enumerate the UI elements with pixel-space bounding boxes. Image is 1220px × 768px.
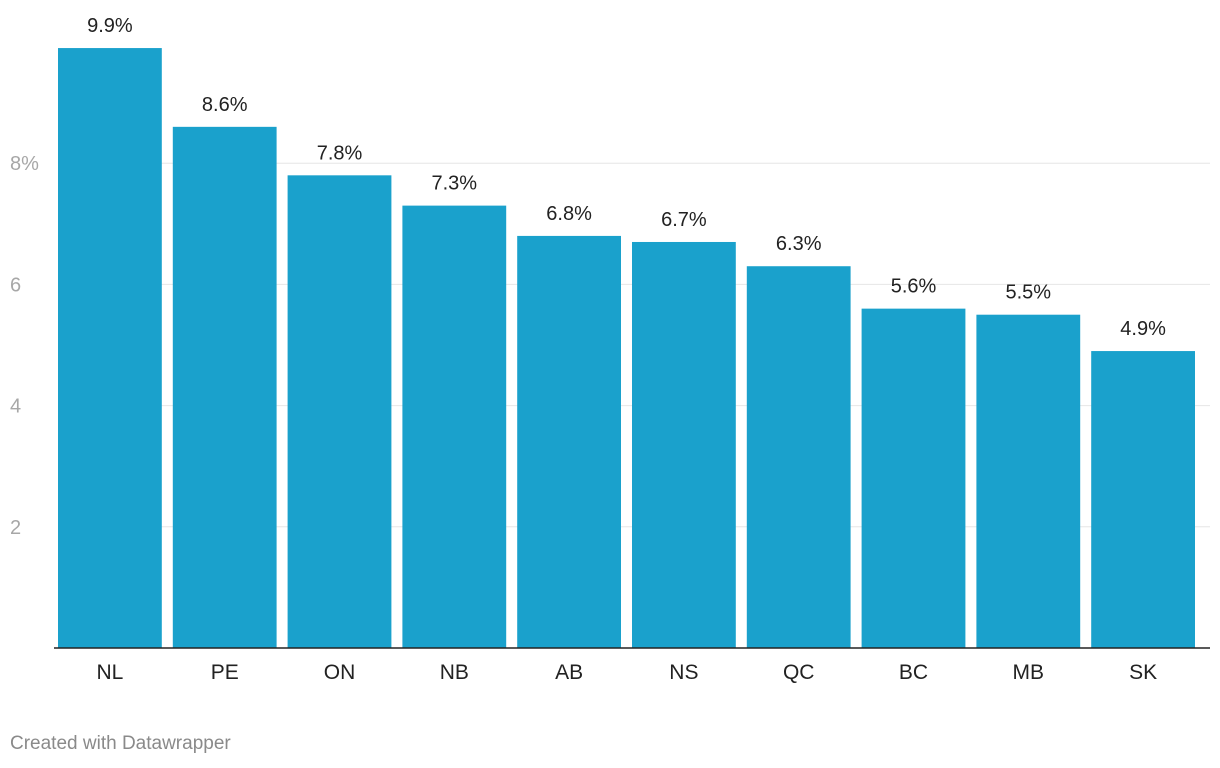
bar-ab xyxy=(517,235,621,649)
x-tick-label-nb: NB xyxy=(440,661,469,684)
value-label-bc: 5.6% xyxy=(891,276,937,298)
value-label-ns: 6.7% xyxy=(661,209,707,231)
y-tick-label: 6 xyxy=(10,274,21,296)
value-label-nl: 9.9% xyxy=(87,15,133,37)
value-label-nb: 7.3% xyxy=(432,173,478,195)
value-label-ab: 6.8% xyxy=(546,203,592,225)
value-label-pe: 8.6% xyxy=(202,94,248,116)
bar-mb xyxy=(976,314,1081,648)
x-tick-label-on: ON xyxy=(324,661,356,684)
x-tick-label-ab: AB xyxy=(555,661,583,684)
x-tick-label-bc: BC xyxy=(899,661,928,684)
value-label-on: 7.8% xyxy=(317,142,363,164)
bar-bc xyxy=(861,308,966,648)
x-tick-label-sk: SK xyxy=(1129,661,1157,684)
x-tick-label-qc: QC xyxy=(783,661,815,684)
value-label-sk: 4.9% xyxy=(1120,318,1166,340)
x-tick-label-ns: NS xyxy=(669,661,698,684)
bars xyxy=(58,48,1195,649)
x-tick-label-pe: PE xyxy=(211,661,239,684)
value-label-mb: 5.5% xyxy=(1006,282,1052,304)
value-label-qc: 6.3% xyxy=(776,233,822,255)
credit-footer: Created with Datawrapper xyxy=(10,733,231,754)
x-tick-label-mb: MB xyxy=(1013,661,1045,684)
bar-qc xyxy=(746,266,851,648)
x-axis-labels: NL PE ON NB AB NS QC BC MB SK xyxy=(96,661,1157,684)
bar-sk xyxy=(1091,351,1195,648)
y-tick-label: 8% xyxy=(10,153,39,175)
bar-on xyxy=(287,175,392,648)
bar-ns xyxy=(632,241,736,649)
x-tick-label-nl: NL xyxy=(96,661,123,684)
y-tick-label: 4 xyxy=(10,396,21,418)
y-tick-label: 2 xyxy=(10,517,21,539)
bar-pe xyxy=(172,126,277,649)
value-labels: 9.9% 8.6% 7.8% 7.3% 6.8% 6.7% 6.3% 5.6% 5.5% 4.9% xyxy=(87,15,1166,340)
bar-nl xyxy=(58,48,162,649)
bar-nb xyxy=(402,205,507,648)
